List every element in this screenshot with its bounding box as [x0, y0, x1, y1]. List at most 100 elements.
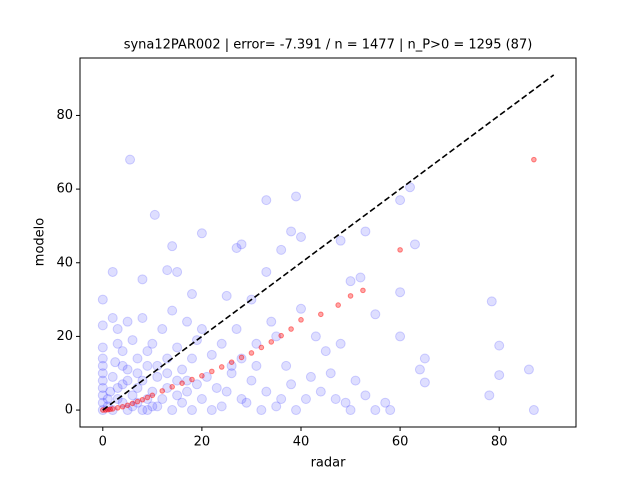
point	[360, 390, 371, 401]
point	[137, 274, 148, 285]
point	[288, 326, 294, 332]
x-tick-label: 80	[491, 435, 508, 450]
point	[97, 342, 108, 353]
point	[211, 382, 222, 393]
point	[167, 305, 178, 316]
point	[523, 364, 534, 375]
point	[132, 368, 143, 379]
point	[112, 382, 123, 393]
point	[117, 397, 128, 408]
point	[286, 379, 297, 390]
point	[137, 312, 148, 323]
point	[409, 239, 420, 250]
point	[97, 375, 108, 386]
x-tick-label: 60	[392, 435, 409, 450]
point	[276, 244, 287, 255]
point	[122, 316, 133, 327]
point	[196, 324, 207, 335]
point	[261, 386, 272, 397]
point	[221, 290, 232, 301]
point	[370, 309, 381, 320]
point	[291, 405, 302, 416]
point	[109, 406, 116, 412]
point	[139, 396, 146, 403]
point	[295, 303, 306, 314]
plot-frame	[79, 57, 577, 428]
point	[107, 405, 118, 416]
point	[305, 371, 316, 382]
point	[122, 364, 133, 375]
point	[196, 228, 207, 239]
point	[182, 386, 193, 397]
point	[199, 373, 205, 379]
point	[236, 394, 247, 405]
y-tick-label: 80	[56, 108, 73, 123]
point	[172, 375, 183, 386]
point	[144, 394, 151, 401]
point	[335, 235, 346, 246]
point	[122, 375, 133, 386]
point	[157, 324, 168, 335]
point	[177, 364, 188, 375]
point	[484, 390, 495, 401]
point	[196, 394, 207, 405]
point	[105, 386, 116, 397]
point	[142, 394, 153, 405]
point	[132, 353, 143, 364]
point	[216, 338, 227, 349]
point	[186, 353, 197, 364]
point	[167, 405, 178, 416]
point	[278, 332, 284, 339]
point	[147, 401, 158, 412]
point	[186, 289, 197, 300]
point	[335, 338, 346, 349]
point	[226, 360, 237, 371]
point	[238, 354, 245, 361]
point	[179, 380, 185, 386]
point	[119, 403, 126, 410]
point	[149, 392, 156, 399]
point	[182, 316, 193, 327]
point	[251, 338, 262, 349]
point	[152, 371, 163, 382]
point	[169, 384, 175, 390]
point	[345, 276, 356, 287]
point	[107, 312, 118, 323]
point	[107, 406, 114, 413]
point	[236, 239, 247, 250]
point	[142, 346, 153, 357]
point	[380, 397, 391, 408]
point	[124, 402, 131, 409]
point	[172, 266, 183, 277]
y-tick-label: 60	[56, 182, 73, 197]
point	[142, 405, 153, 416]
point	[419, 377, 430, 388]
point	[228, 359, 235, 365]
point	[142, 360, 153, 371]
point	[320, 346, 331, 357]
point	[347, 293, 354, 299]
y-axis-label: modelo	[33, 218, 48, 266]
point	[112, 338, 123, 349]
y-tick-label: 40	[56, 255, 73, 270]
point	[355, 272, 366, 283]
point	[147, 386, 158, 397]
point	[310, 331, 321, 342]
point	[129, 400, 136, 407]
x-tick-label: 0	[99, 435, 107, 450]
point	[102, 394, 113, 405]
point	[241, 397, 252, 408]
point	[261, 195, 272, 206]
point	[218, 364, 225, 370]
point	[216, 401, 227, 412]
point	[231, 324, 242, 335]
point	[147, 338, 158, 349]
point	[494, 340, 505, 351]
point	[137, 405, 148, 416]
point	[162, 368, 173, 379]
point	[117, 346, 128, 357]
point	[117, 360, 128, 371]
point	[494, 370, 505, 381]
point	[125, 154, 136, 165]
point	[340, 397, 351, 408]
